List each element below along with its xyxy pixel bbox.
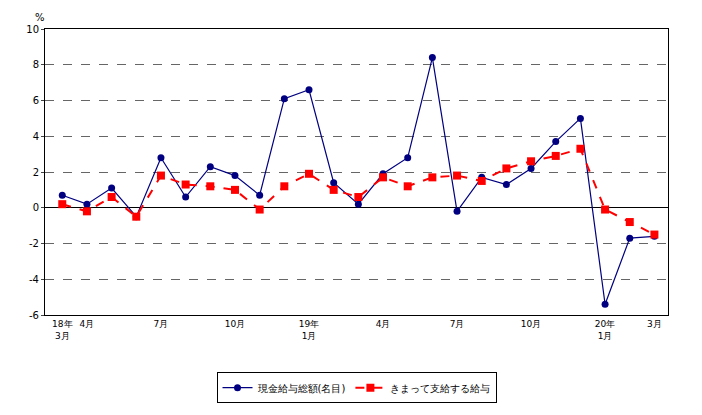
svg-text:18年3月: 18年3月: [52, 319, 72, 341]
svg-text:4月: 4月: [80, 319, 95, 329]
svg-text:-4: -4: [29, 274, 39, 285]
svg-text:4月: 4月: [376, 319, 391, 329]
svg-text:10月: 10月: [225, 319, 245, 329]
svg-text:8: 8: [33, 59, 39, 70]
svg-text:-2: -2: [29, 238, 39, 249]
svg-text:現金給与総額(名目): 現金給与総額(名目): [258, 383, 346, 394]
svg-text:0: 0: [33, 202, 39, 213]
svg-text:10: 10: [26, 24, 39, 35]
svg-text:7月: 7月: [450, 319, 465, 329]
svg-text:3月: 3月: [647, 319, 662, 329]
svg-text:4: 4: [33, 131, 39, 142]
svg-text:6: 6: [33, 95, 39, 106]
svg-text:20年1月: 20年1月: [595, 319, 615, 341]
svg-text:10月: 10月: [521, 319, 541, 329]
svg-text:-6: -6: [29, 310, 39, 321]
svg-text:7月: 7月: [154, 319, 169, 329]
svg-text:%: %: [35, 12, 45, 23]
svg-text:きまって支給する給与: きまって支給する給与: [390, 383, 490, 394]
svg-text:2: 2: [33, 167, 39, 178]
svg-text:19年1月: 19年1月: [299, 319, 319, 341]
